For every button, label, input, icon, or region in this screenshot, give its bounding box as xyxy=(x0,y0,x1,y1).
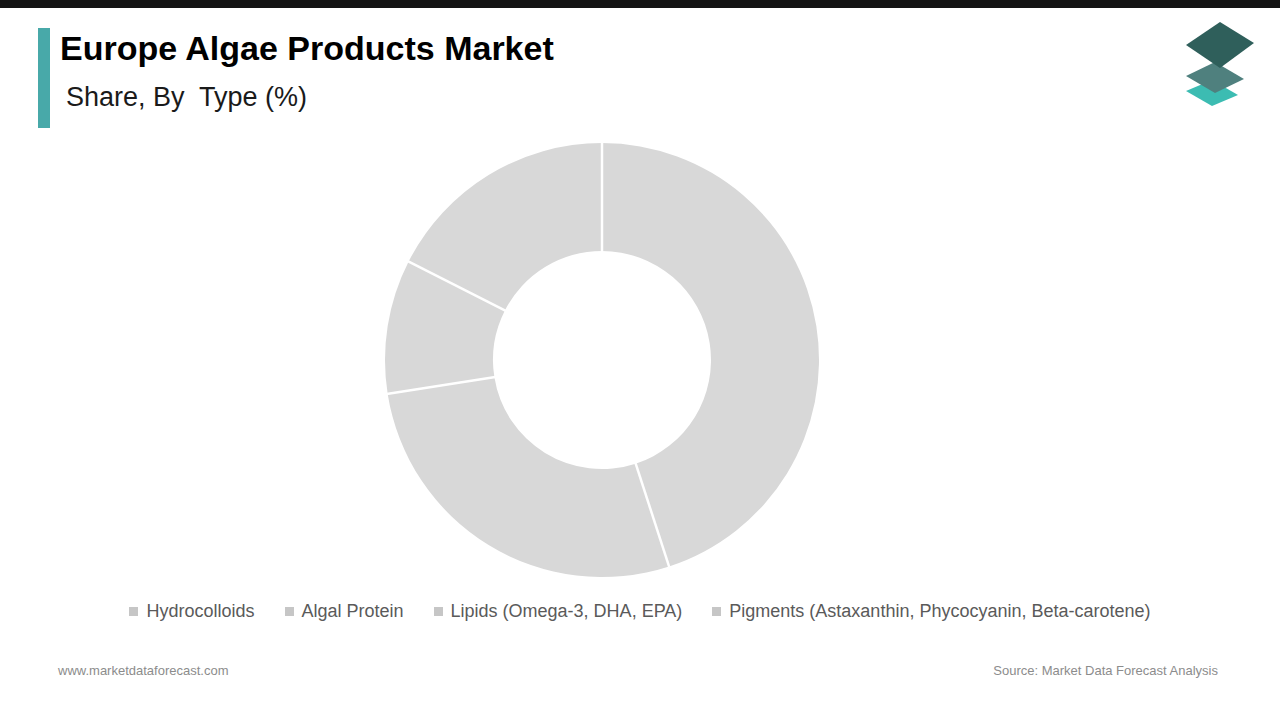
website-url-text: www.marketdataforecast.com xyxy=(58,663,229,678)
legend-item-pigments: Pigments (Astaxanthin, Phycocyanin, Beta… xyxy=(712,601,1150,622)
legend-label: Pigments (Astaxanthin, Phycocyanin, Beta… xyxy=(729,601,1150,622)
legend-item-algal-protein: Algal Protein xyxy=(285,601,404,622)
legend-label: Lipids (Omega-3, DHA, EPA) xyxy=(451,601,683,622)
donut-slice xyxy=(388,377,669,577)
infographic-canvas: Europe Algae Products Market Share, By T… xyxy=(0,0,1280,720)
legend-square-icon xyxy=(285,607,294,616)
legend-label: Hydrocolloids xyxy=(146,601,254,622)
legend-square-icon xyxy=(712,607,721,616)
legend-square-icon xyxy=(434,607,443,616)
chart-legend: Hydrocolloids Algal Protein Lipids (Omeg… xyxy=(0,601,1280,622)
legend-square-icon xyxy=(129,607,138,616)
source-attribution-text: Source: Market Data Forecast Analysis xyxy=(993,663,1218,678)
legend-label: Algal Protein xyxy=(302,601,404,622)
legend-item-hydrocolloids: Hydrocolloids xyxy=(129,601,254,622)
legend-item-lipids: Lipids (Omega-3, DHA, EPA) xyxy=(434,601,683,622)
